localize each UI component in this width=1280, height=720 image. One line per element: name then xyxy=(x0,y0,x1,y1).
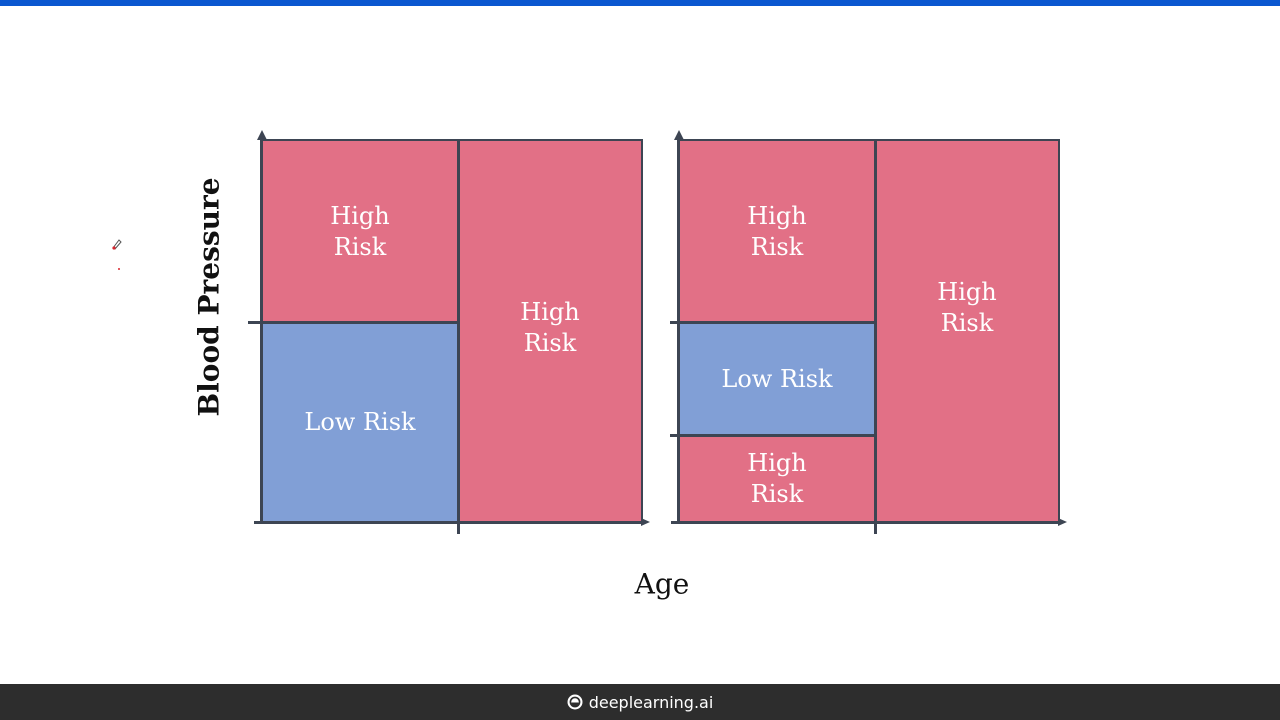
right-panel-right-border xyxy=(1058,139,1060,523)
deeplearning-logo-icon xyxy=(567,694,583,710)
left-panel-pressure-split xyxy=(248,321,458,324)
left-panel-region-bottom-left: Low Risk xyxy=(262,323,458,522)
left-panel-right-border xyxy=(641,139,643,523)
left-panel-x-axis-arrow xyxy=(641,518,650,526)
pen-cursor-icon xyxy=(112,239,122,270)
left-panel-age-split xyxy=(457,139,460,534)
right-panel-y-axis-arrow xyxy=(674,130,684,140)
left-panel-region-right: High Risk xyxy=(458,140,642,522)
left-panel-region-top-left: High Risk xyxy=(262,140,458,323)
footer-brand: deeplearning.ai xyxy=(588,692,714,712)
right-panel-region-top-left: High Risk xyxy=(679,140,875,323)
region-label: High Risk xyxy=(747,201,807,261)
footer-bar: deeplearning.ai xyxy=(0,684,1280,720)
right-panel-region-middle-left: Low Risk xyxy=(679,323,875,436)
left-panel-top-border xyxy=(262,139,643,141)
top-accent-bar xyxy=(0,0,1280,6)
region-label: High Risk xyxy=(520,297,580,357)
region-label: High Risk xyxy=(937,278,997,337)
right-panel-x-axis-arrow xyxy=(1058,518,1067,526)
x-axis-label: Age xyxy=(634,567,690,601)
left-panel-y-axis xyxy=(260,138,263,524)
right-panel-pressure-split-lower xyxy=(670,434,875,437)
y-axis-label: Blood Pressure xyxy=(192,177,226,417)
right-panel-top-border xyxy=(679,139,1060,141)
right-panel-x-axis xyxy=(671,521,1059,524)
left-panel-y-axis-arrow xyxy=(257,130,267,140)
right-panel-y-axis xyxy=(677,138,680,524)
region-label: Low Risk xyxy=(304,408,416,436)
right-panel-pressure-split-upper xyxy=(670,321,875,324)
region-label: High Risk xyxy=(330,201,390,261)
right-panel-age-split xyxy=(874,139,877,534)
left-panel-x-axis xyxy=(254,521,642,524)
right-panel-region-bottom-left: High Risk xyxy=(679,436,875,522)
right-panel-region-right: High Risk xyxy=(875,140,1059,522)
region-label: High Risk xyxy=(747,449,807,508)
region-label: Low Risk xyxy=(721,365,833,393)
